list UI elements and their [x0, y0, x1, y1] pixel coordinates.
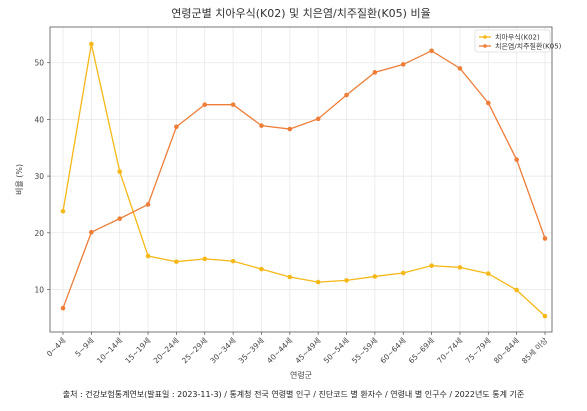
- data-point: [259, 266, 264, 272]
- y-tick-label: 50: [34, 59, 44, 68]
- data-point: [60, 305, 66, 311]
- data-point: [372, 70, 378, 75]
- data-point: [457, 66, 463, 71]
- x-axis-label: 연령군: [290, 371, 312, 380]
- data-point: [145, 202, 151, 207]
- x-tick-label: 70~74세: [435, 336, 464, 365]
- x-tick-label: 10~14세: [95, 336, 124, 365]
- source-note: 출처 : 건강보험통계연보(발표일 : 2023-11-3) / 통계청 전국 …: [62, 390, 525, 399]
- data-point: [485, 100, 491, 106]
- x-tick-label: 60~64세: [378, 336, 407, 365]
- data-point: [372, 274, 378, 279]
- x-tick-label: 15~19세: [123, 336, 152, 365]
- series-layer: [60, 41, 548, 319]
- data-point: [344, 92, 349, 98]
- data-point: [344, 278, 349, 283]
- legend-marker: [483, 44, 487, 48]
- data-point: [457, 265, 463, 270]
- data-point: [514, 157, 519, 162]
- x-tick-label: 45~49세: [293, 336, 322, 365]
- data-point: [89, 41, 94, 47]
- data-point: [60, 208, 66, 214]
- legend-marker: [483, 35, 487, 39]
- data-point: [287, 274, 293, 280]
- x-tick-label: 85세 이상: [519, 335, 549, 365]
- x-tick-label: 50~54세: [322, 336, 351, 365]
- x-tick-label: 30~34세: [208, 336, 237, 365]
- grid: [50, 27, 552, 332]
- data-point: [514, 287, 519, 293]
- x-tick-label: 80~84세: [492, 336, 521, 365]
- y-tick-label: 20: [34, 229, 44, 238]
- data-point: [429, 263, 434, 268]
- series-line: [62, 43, 546, 317]
- y-axis-label: 비율 (%): [15, 164, 24, 195]
- y-tick-label: 40: [34, 115, 44, 124]
- data-point: [542, 236, 548, 241]
- series-k02: [60, 41, 548, 319]
- plot-frame: [49, 26, 553, 333]
- data-point: [429, 48, 434, 54]
- x-tick-label: 5~9세: [73, 336, 96, 359]
- data-point: [89, 229, 94, 235]
- data-point: [117, 169, 123, 174]
- data-point: [174, 124, 179, 130]
- x-tick-label: 25~29세: [180, 336, 209, 365]
- x-tick-label: 40~44세: [265, 336, 294, 365]
- data-point: [202, 256, 208, 262]
- data-point: [117, 216, 123, 221]
- legend-label: 치아우식(K02): [495, 33, 540, 42]
- x-tick-label: 35~39세: [237, 336, 266, 365]
- y-tick-label: 10: [34, 285, 44, 294]
- data-point: [230, 258, 236, 264]
- data-point: [485, 271, 491, 276]
- data-point: [315, 279, 321, 285]
- x-tick-label: 20~24세: [152, 336, 181, 365]
- data-point: [145, 253, 151, 259]
- x-tick-label: 55~59세: [350, 336, 379, 365]
- x-tick-label: 0~4세: [45, 336, 68, 359]
- data-point: [202, 102, 208, 107]
- data-point: [230, 102, 236, 107]
- y-tick-label: 30: [34, 172, 44, 181]
- chart-title: 연령군별 치아우식(K02) 및 치은염/치주질환(K05) 비율: [171, 7, 430, 20]
- data-point: [287, 126, 293, 132]
- data-point: [400, 62, 406, 67]
- series-k05: [60, 48, 548, 311]
- x-tick-label: 75~79세: [464, 336, 493, 365]
- data-point: [174, 259, 179, 265]
- legend-label: 치은염/치주질환(K05): [495, 42, 562, 51]
- series-line: [62, 50, 546, 309]
- legend-box: [474, 29, 551, 53]
- data-point: [315, 116, 321, 122]
- x-tick-label: 65~69세: [407, 336, 436, 365]
- data-point: [542, 313, 548, 319]
- legend: 치아우식(K02)치은염/치주질환(K05): [474, 29, 562, 53]
- data-point: [400, 270, 406, 276]
- axes: 0~4세 5~9세 10~14세 15~19세 20~24세 25~29세 30~34세 35…: [34, 26, 553, 365]
- data-point: [259, 123, 264, 128]
